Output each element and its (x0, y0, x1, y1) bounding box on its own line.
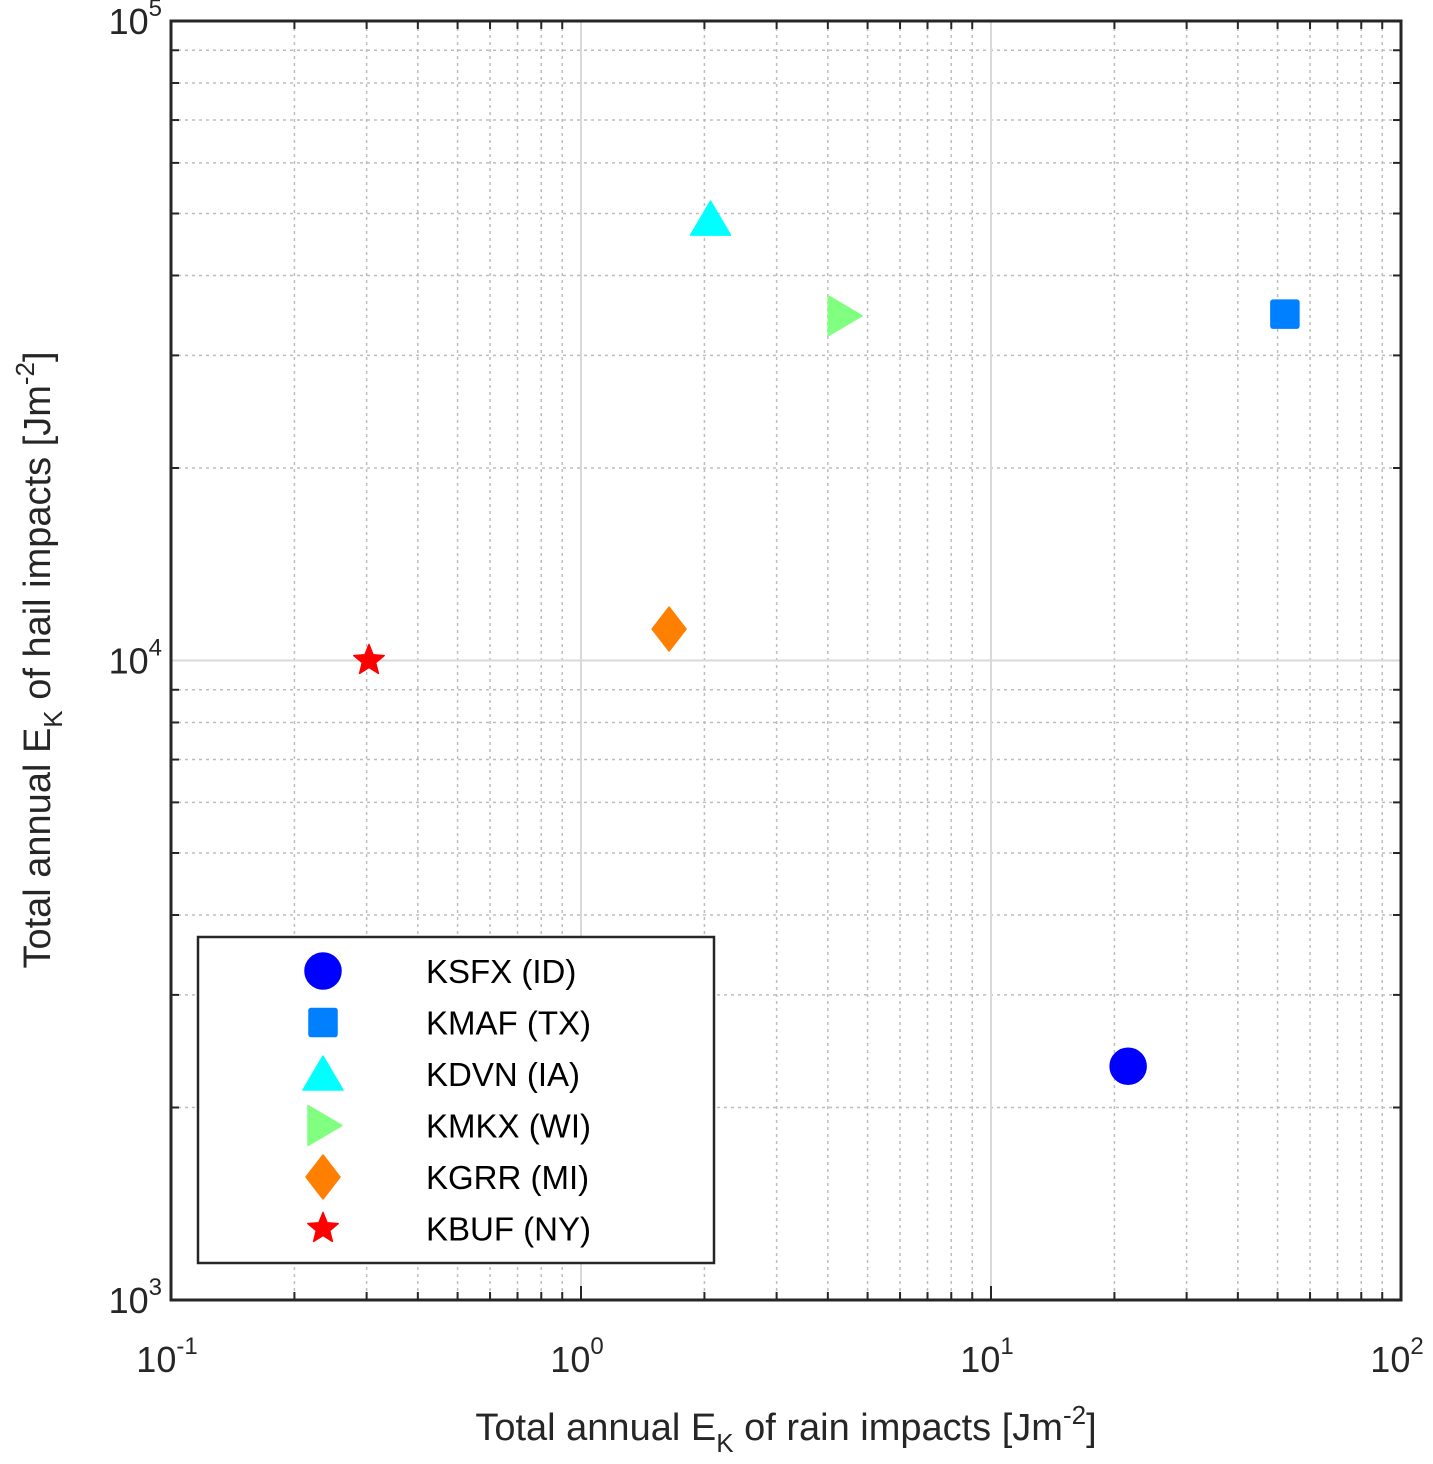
legend-marker-triangle-right (307, 1104, 343, 1147)
x-axis-label: Total annual EK of rain impacts [Jm-2] (475, 1400, 1096, 1458)
legend-marker-triangle-up (302, 1055, 344, 1091)
legend-item: KMKX (WI) (307, 1104, 591, 1147)
legend-item: KSFX (ID) (304, 952, 576, 990)
legend-item: KGRR (MI) (305, 1154, 589, 1200)
y-tick-labels: 103 104 105 (109, 0, 162, 1321)
data-points (353, 200, 1300, 1086)
legend-item: KMAF (TX) (308, 1005, 591, 1042)
legend-label: KDVN (IA) (426, 1056, 580, 1093)
x-tick-label: 101 (960, 1333, 1013, 1380)
x-tick-label: 10-1 (136, 1333, 197, 1380)
x-tick-label: 100 (550, 1333, 603, 1380)
legend-label: KMKX (WI) (426, 1108, 591, 1145)
y-tick-label: 104 (109, 635, 162, 682)
data-point-kdvn (689, 200, 732, 236)
legend-label: KGRR (MI) (426, 1159, 589, 1196)
data-point-kbuf (353, 643, 385, 675)
legend-marker-square (308, 1007, 338, 1038)
data-point-ksfx (1109, 1047, 1147, 1086)
legend: KSFX (ID) KMAF (TX) KDVN (IA) KMKX (WI) KGRR… (196, 935, 716, 1265)
y-tick-label: 103 (109, 1274, 162, 1321)
legend-label: KSFX (ID) (426, 953, 576, 990)
plot-frame (169, 19, 1403, 1302)
x-tick-labels: 10-1 100 101 102 (136, 1333, 1423, 1380)
legend-item: KDVN (IA) (302, 1055, 580, 1093)
legend-marker-diamond (305, 1154, 341, 1200)
legend-box (196, 935, 716, 1265)
y-tick-label: 105 (109, 0, 162, 42)
data-point-kmkx (827, 295, 863, 337)
legend-marker-circle (304, 952, 342, 990)
x-tick-label: 102 (1370, 1333, 1423, 1380)
y-axis-label: Total annual EK of hail impacts [Jm-2] (10, 351, 68, 968)
legend-label: KMAF (TX) (426, 1005, 591, 1042)
legend-marker-star (307, 1211, 339, 1243)
legend-item: KBUF (NY) (307, 1211, 591, 1248)
legend-label: KBUF (NY) (426, 1211, 591, 1248)
data-point-kmaf (1270, 299, 1300, 329)
data-point-kgrr (651, 606, 687, 652)
